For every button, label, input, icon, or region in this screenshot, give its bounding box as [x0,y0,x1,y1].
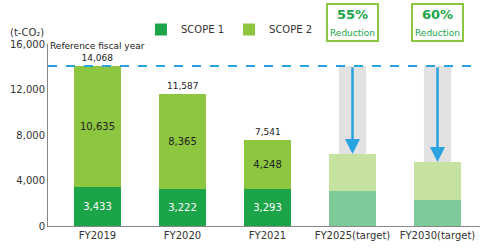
svg-text:(t-CO₂): (t-CO₂) [10,27,44,38]
svg-text:FY2025(target): FY2025(target) [315,230,391,241]
svg-text:FY2020: FY2020 [164,230,201,241]
svg-text:55%Reduction: 55%Reduction [330,7,375,38]
svg-text:SCOPE 2: SCOPE 2 [269,24,312,35]
svg-text:0: 0 [39,221,45,232]
svg-text:4,248: 4,248 [253,159,282,170]
svg-text:FY2030(target): FY2030(target) [400,230,476,241]
svg-text:4,000: 4,000 [16,175,45,186]
svg-text:7,541: 7,541 [255,127,281,137]
svg-text:FY2021: FY2021 [249,230,286,241]
svg-text:3,293: 3,293 [253,202,282,213]
svg-text:8,365: 8,365 [168,136,197,147]
svg-text:16,000: 16,000 [10,39,45,50]
svg-text:8,000: 8,000 [16,130,45,141]
svg-text:11,587: 11,587 [167,81,199,91]
svg-text:3,222: 3,222 [168,202,197,213]
svg-text:3,433: 3,433 [83,201,112,212]
svg-text:12,000: 12,000 [10,84,45,95]
svg-text:FY2019: FY2019 [79,230,116,241]
svg-text:SCOPE 1: SCOPE 1 [181,24,224,35]
svg-text:Reference fiscal year14,068: Reference fiscal year14,068 [50,41,145,63]
svg-text:60%Reduction: 60%Reduction [415,7,460,38]
svg-text:10,635: 10,635 [80,121,115,132]
